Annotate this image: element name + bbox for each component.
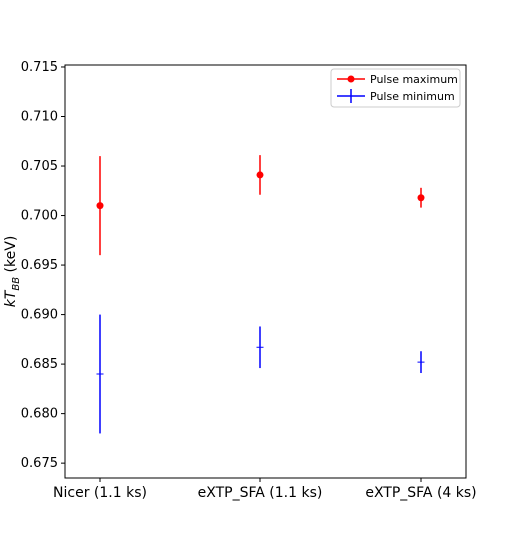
y-tick-label: 0.690 (21, 308, 58, 323)
y-tick-label: 0.685 (21, 357, 58, 372)
pulse-maximum-point (96, 202, 104, 210)
legend-label-pulse-maximum: Pulse maximum (370, 73, 458, 86)
x-axis: Nicer (1.1 ks) eXTP_SFA (1.1 ks) eXTP_SFA … (53, 478, 477, 501)
legend-label-pulse-minimum: Pulse minimum (370, 90, 455, 103)
legend-swatch-pulse-maximum-marker (347, 75, 355, 83)
y-tick-label: 0.675 (21, 456, 58, 471)
y-tick-label: 0.680 (21, 407, 58, 422)
series-layer (96, 155, 425, 434)
y-tick-label: 0.700 (21, 209, 58, 224)
x-tick-label: eXTP_SFA (1.1 ks) (198, 485, 323, 501)
y-axis-label: kTBB (keV) (3, 236, 22, 308)
y-tick-label: 0.705 (21, 159, 58, 174)
y-axis: 0.675 0.680 0.685 0.690 0.695 0.700 0.705 0.710… (21, 60, 65, 471)
legend: Pulse maximum Pulse minimum (330, 68, 461, 108)
plot-area (64, 64, 467, 479)
x-tick-label: Nicer (1.1 ks) (53, 485, 147, 501)
y-tick-label: 0.695 (21, 258, 58, 273)
pulse-maximum-point (417, 194, 425, 202)
x-tick-label: eXTP_SFA (4 ks) (365, 485, 476, 501)
y-tick-label: 0.710 (21, 110, 58, 125)
pulse-maximum-point (256, 171, 264, 179)
y-tick-label: 0.715 (21, 60, 58, 75)
